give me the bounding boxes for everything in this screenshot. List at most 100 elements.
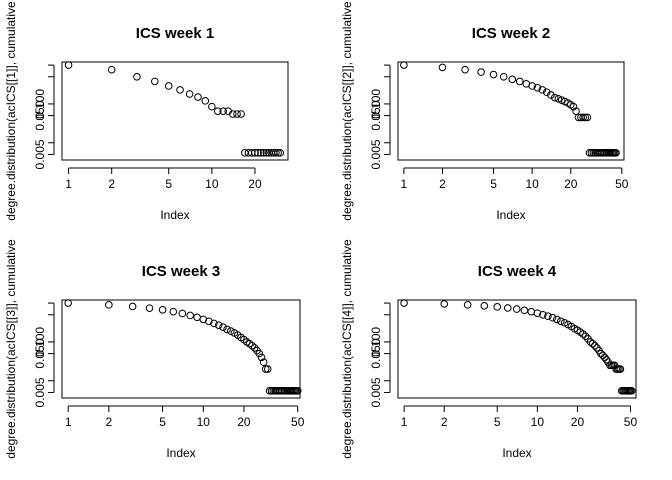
data-point (201, 97, 210, 105)
x-tick-label: 50 (615, 177, 629, 191)
data-point (463, 301, 472, 309)
data-point (591, 341, 599, 350)
data-point (274, 149, 282, 157)
data-point (237, 110, 245, 118)
chart-title: ICS week 1 (136, 25, 214, 42)
y-tick-label: 0.100 (33, 327, 47, 357)
data-point (616, 365, 625, 373)
data-point (400, 61, 408, 69)
chart-title: ICS week 2 (472, 25, 550, 42)
x-tick-label: 10 (197, 415, 211, 429)
x-tick-label: 5 (494, 415, 501, 429)
y-axis-label: degree.distribution(acICS[[4]], cumulati… (340, 239, 354, 459)
data-point (583, 113, 592, 122)
data-point (64, 299, 72, 307)
y-tick-label: 0.050 (369, 338, 383, 368)
data-point (205, 317, 213, 326)
data-point (579, 113, 587, 122)
y-axis-label: degree.distribution(acICS[[1]], cumulati… (4, 1, 18, 221)
data-point (538, 86, 547, 94)
chart-title: ICS week 3 (142, 263, 220, 280)
data-point (219, 323, 227, 331)
data-point (489, 70, 498, 79)
x-tick-label: 10 (531, 415, 545, 429)
y-tick-label: 0.100 (33, 89, 47, 119)
x-tick-label: 20 (248, 177, 262, 191)
data-point (533, 84, 542, 92)
data-point (553, 315, 561, 324)
data-point (259, 358, 268, 367)
data-point (586, 338, 595, 346)
y-tick-label: 0.100 (369, 327, 383, 357)
y-axis-label: degree.distribution(acICS[[3]], cumulati… (4, 239, 18, 459)
data-point (199, 315, 208, 324)
data-point (533, 309, 542, 317)
x-tick-label: 1 (401, 415, 408, 429)
data-point (251, 149, 259, 157)
data-point (539, 310, 547, 319)
data-point (194, 93, 202, 101)
data-point (477, 68, 485, 76)
x-tick-label: 20 (237, 415, 251, 429)
x-tick-label: 10 (525, 177, 539, 191)
data-point (210, 319, 218, 328)
data-point (250, 344, 259, 352)
data-point (600, 353, 609, 362)
data-point (627, 387, 636, 395)
data-point (581, 332, 590, 341)
data-point (259, 149, 268, 157)
y-tick-label: 0.050 (369, 100, 383, 130)
data-point (176, 86, 184, 94)
data-point (151, 77, 159, 86)
x-tick-label: 1 (65, 415, 72, 429)
data-point (508, 75, 517, 84)
data-point (186, 311, 194, 320)
data-point (461, 65, 469, 74)
data-point (547, 91, 555, 99)
data-point (587, 149, 596, 157)
data-point (515, 77, 524, 86)
x-axis-label: Index (502, 446, 531, 460)
data-point (599, 351, 607, 360)
x-tick-label: 1 (401, 177, 408, 191)
data-point (169, 307, 178, 316)
data-point (512, 305, 521, 313)
data-point (550, 93, 559, 102)
data-point (185, 90, 194, 98)
data-point (228, 110, 237, 118)
data-point (133, 72, 141, 81)
data-point (579, 330, 587, 338)
data-point (528, 82, 536, 90)
x-axis-label: Index (160, 208, 189, 222)
data-point (572, 107, 580, 115)
data-point (248, 341, 256, 350)
data-point (158, 306, 167, 314)
data-point (164, 82, 173, 90)
data-point (520, 306, 529, 315)
x-tick-label: 50 (624, 415, 638, 429)
x-tick-label: 5 (165, 177, 172, 191)
data-point (219, 107, 227, 115)
plot-frame (61, 299, 301, 399)
data-point (257, 353, 266, 362)
data-point (440, 300, 449, 308)
data-point (438, 63, 447, 72)
y-tick-label: 0.005 (369, 139, 383, 169)
x-tick-label: 20 (571, 415, 585, 429)
data-point (544, 312, 552, 320)
data-point (499, 72, 508, 81)
data-point (554, 95, 563, 103)
data-point (213, 107, 222, 115)
x-axis-label: Index (166, 446, 195, 460)
data-point (560, 319, 569, 327)
plot-frame (397, 299, 637, 399)
data-point (208, 102, 216, 111)
y-tick-label: 0.050 (33, 338, 47, 368)
data-point (569, 102, 578, 111)
data-point (548, 313, 557, 322)
data-point (493, 303, 502, 311)
data-point (480, 302, 489, 310)
